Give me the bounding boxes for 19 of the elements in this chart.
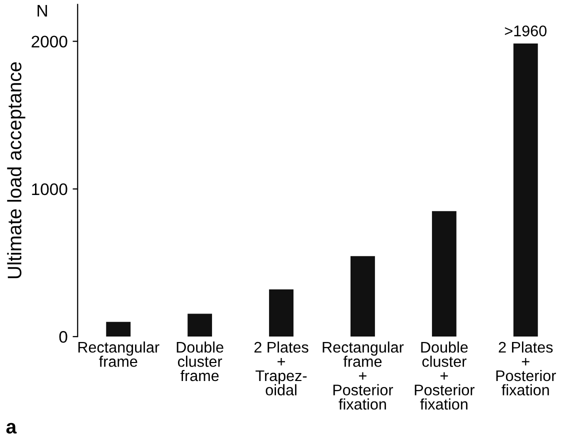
bar	[188, 314, 212, 337]
data-label: >1960	[504, 26, 547, 36]
x-tick-label: Double cluster + Posterior fixation	[414, 341, 474, 410]
bar	[106, 322, 131, 337]
x-tick-label: Rectangular frame + Posterior fixation	[322, 341, 404, 410]
y-tick-label: 0	[59, 331, 68, 343]
x-tick-label: 2 Plates + Trapez- oidal	[254, 341, 308, 396]
y-axis-title: Ultimate load acceptance	[7, 62, 26, 278]
x-tick-label: 2 Plates + Posterior fixation	[496, 341, 556, 396]
text: N	[38, 5, 47, 16]
bar	[432, 211, 456, 337]
x-tick-label: Double cluster frame	[176, 341, 224, 382]
y-tick-label: 2000	[32, 36, 68, 48]
text: a	[6, 422, 17, 434]
x-tick-label: Rectangular frame	[78, 341, 160, 367]
bar	[513, 44, 538, 337]
y-tick-label: 1000	[32, 183, 68, 196]
bar	[269, 289, 294, 337]
bar	[350, 256, 375, 337]
